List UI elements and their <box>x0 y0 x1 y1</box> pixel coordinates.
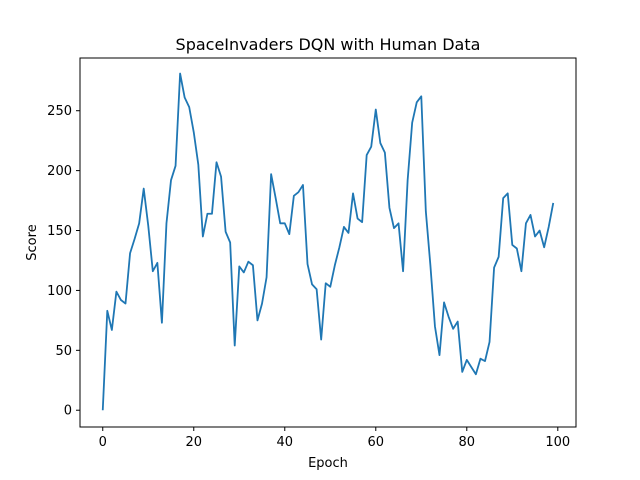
y-tick-label: 50 <box>55 344 72 359</box>
chart-title: SpaceInvaders DQN with Human Data <box>176 35 481 54</box>
x-tick-label: 20 <box>185 435 202 450</box>
plot-background <box>80 58 576 427</box>
y-tick-label: 250 <box>47 104 72 119</box>
y-axis-label: Score <box>25 224 40 260</box>
axis-ticks: 0 20 40 60 80 100 0 50 100 150 200 250 <box>47 104 570 450</box>
x-axis-label: Epoch <box>308 456 348 471</box>
series-line <box>101 72 555 411</box>
y-tick-label: 0 <box>64 404 72 419</box>
x-tick-label: 80 <box>459 435 476 450</box>
x-tick-label: 100 <box>545 435 570 450</box>
y-tick-label: 200 <box>47 164 72 179</box>
series-group <box>101 72 555 411</box>
x-tick-label: 40 <box>276 435 293 450</box>
x-tick-label: 60 <box>368 435 385 450</box>
y-tick-label: 100 <box>47 284 72 299</box>
plot-frame <box>79 57 577 428</box>
x-tick-label: 0 <box>99 435 107 450</box>
y-tick-label: 150 <box>47 224 72 239</box>
